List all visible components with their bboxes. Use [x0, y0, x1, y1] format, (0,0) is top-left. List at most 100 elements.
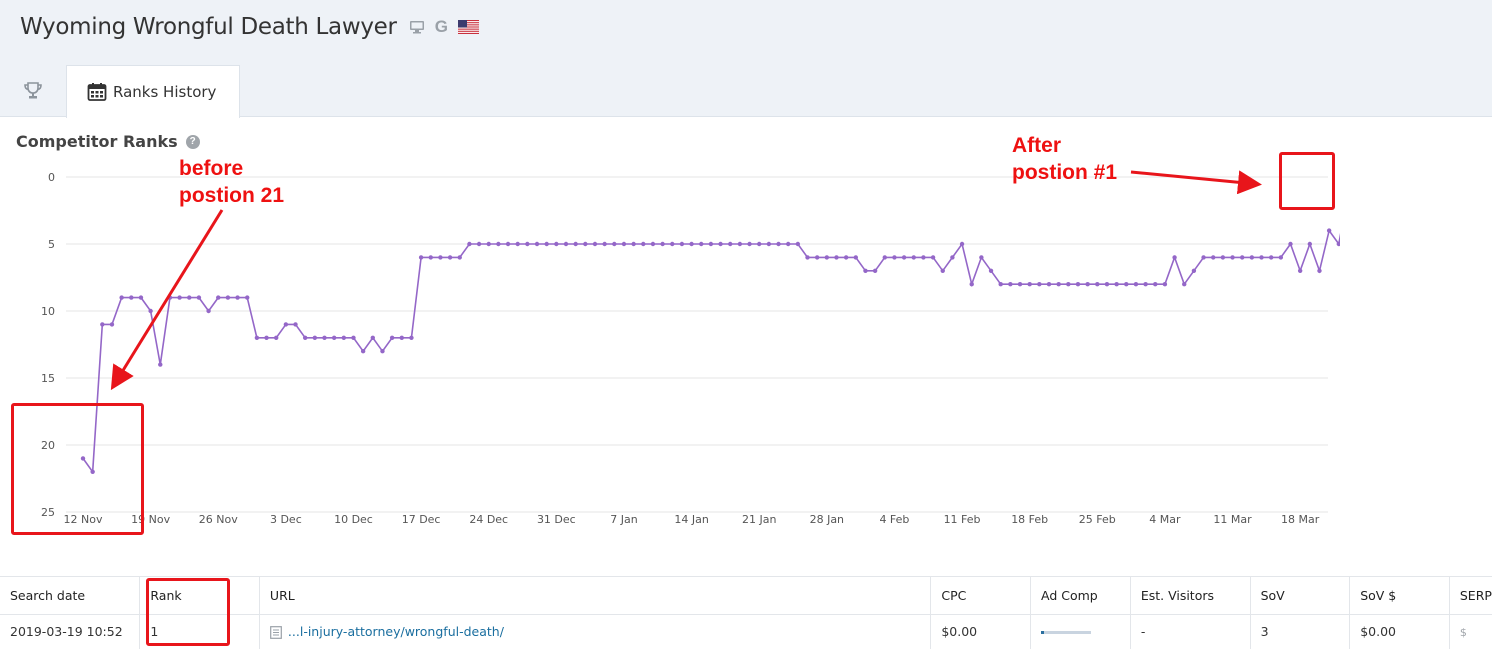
data-point [1211, 255, 1216, 260]
data-point [1124, 282, 1129, 287]
x-tick-label: 28 Jan [810, 513, 844, 526]
data-point [1114, 282, 1119, 287]
data-point [544, 241, 549, 247]
data-point [302, 335, 308, 340]
help-icon[interactable]: ? [185, 134, 200, 149]
data-point [1278, 255, 1284, 260]
data-point [409, 335, 414, 340]
rank-history-table: Search date Rank URL CPC Ad Comp Est. Vi… [0, 576, 1492, 649]
y-tick-label: 0 [48, 171, 55, 184]
data-point [940, 268, 945, 273]
data-point [341, 335, 347, 340]
x-tick-label: 14 Jan [674, 513, 708, 526]
data-point [728, 241, 733, 247]
data-point [1297, 268, 1303, 273]
data-point [187, 295, 192, 300]
annotation-before: before postion 21 [179, 155, 284, 209]
data-point [631, 241, 636, 247]
data-point [950, 255, 955, 260]
data-point [1037, 282, 1042, 287]
title-icons: G [409, 17, 479, 36]
data-point [467, 241, 472, 247]
col-est-visitors[interactable]: Est. Visitors [1130, 576, 1251, 615]
data-point [650, 241, 656, 247]
col-rank[interactable]: Rank [139, 576, 260, 615]
data-point [785, 241, 791, 247]
data-point [930, 255, 936, 260]
data-point [901, 255, 907, 260]
data-point [863, 268, 868, 273]
google-icon: G [434, 17, 448, 36]
data-point [679, 241, 685, 247]
data-point [457, 255, 462, 260]
x-tick-label: 10 Dec [334, 513, 373, 526]
data-point [834, 255, 839, 260]
table-header-row: Search date Rank URL CPC Ad Comp Est. Vi… [0, 576, 1492, 615]
data-point [998, 282, 1003, 287]
col-ad-comp[interactable]: Ad Comp [1030, 576, 1131, 615]
data-point [1133, 282, 1139, 287]
data-point [795, 241, 801, 247]
data-point [1095, 282, 1100, 287]
col-sov-dollars[interactable]: SoV $ [1349, 576, 1450, 615]
tab-bar: Ranks History [0, 65, 240, 118]
data-point [708, 241, 714, 247]
series-line [82, 228, 1340, 475]
tab-competitors[interactable] [0, 65, 66, 117]
tab-ranks-history[interactable]: Ranks History [66, 65, 240, 118]
rank-history-chart: 0 5 10 15 20 25 12 Nov 19 Nov 26 Nov 3 Dec 10 Dec 1… [41, 171, 1340, 526]
data-point [1288, 241, 1293, 247]
data-point [90, 469, 95, 474]
data-point [486, 241, 491, 247]
serp-dollar-icon[interactable]: $ [1459, 626, 1467, 640]
data-point [814, 255, 820, 260]
data-point [235, 295, 240, 300]
data-point [380, 349, 385, 354]
data-point [602, 241, 607, 247]
data-point [418, 255, 424, 260]
data-point [959, 241, 965, 247]
data-point [1220, 255, 1226, 260]
data-point [583, 241, 588, 247]
cell-serp[interactable]: $ [1449, 615, 1492, 649]
x-tick-label: 4 Feb [879, 513, 909, 526]
data-point [428, 255, 433, 260]
col-url[interactable]: URL [259, 576, 932, 615]
data-point [129, 295, 134, 300]
data-point [389, 335, 395, 340]
data-point [293, 322, 298, 327]
data-point [225, 295, 231, 300]
col-cpc[interactable]: CPC [930, 576, 1032, 615]
url-link[interactable]: ...l-injury-attorney/wrongful-death/ [287, 624, 504, 640]
data-point [843, 255, 849, 260]
cell-rank: 1 [139, 614, 260, 649]
calendar-icon [87, 83, 107, 101]
data-point [563, 241, 569, 247]
data-point [747, 241, 752, 247]
col-search-date[interactable]: Search date [0, 576, 141, 615]
x-tick-label: 21 Jan [742, 513, 776, 526]
data-point [447, 255, 453, 260]
annotation-before-line-1: before [179, 157, 244, 180]
data-point [264, 335, 269, 340]
data-point [1182, 282, 1187, 287]
col-sov[interactable]: SoV [1250, 576, 1351, 615]
data-point [766, 241, 772, 247]
data-point [641, 241, 646, 247]
highlight-box-before [11, 403, 144, 535]
x-tick-label: 19 Nov [131, 513, 170, 526]
x-tick-label: 18 Feb [1011, 513, 1048, 526]
col-serp[interactable]: SERP [1449, 576, 1492, 615]
annotation-before-line-2: postion 21 [179, 184, 285, 207]
y-tick-label: 15 [41, 372, 55, 385]
data-point [274, 335, 279, 340]
page-icon [270, 626, 282, 640]
y-tick-label: 10 [41, 305, 55, 318]
data-point [177, 295, 182, 300]
data-point [206, 308, 211, 314]
data-point [592, 241, 598, 247]
data-point [283, 322, 289, 327]
data-point [399, 335, 404, 340]
data-point [534, 241, 540, 247]
data-point [1153, 282, 1158, 287]
